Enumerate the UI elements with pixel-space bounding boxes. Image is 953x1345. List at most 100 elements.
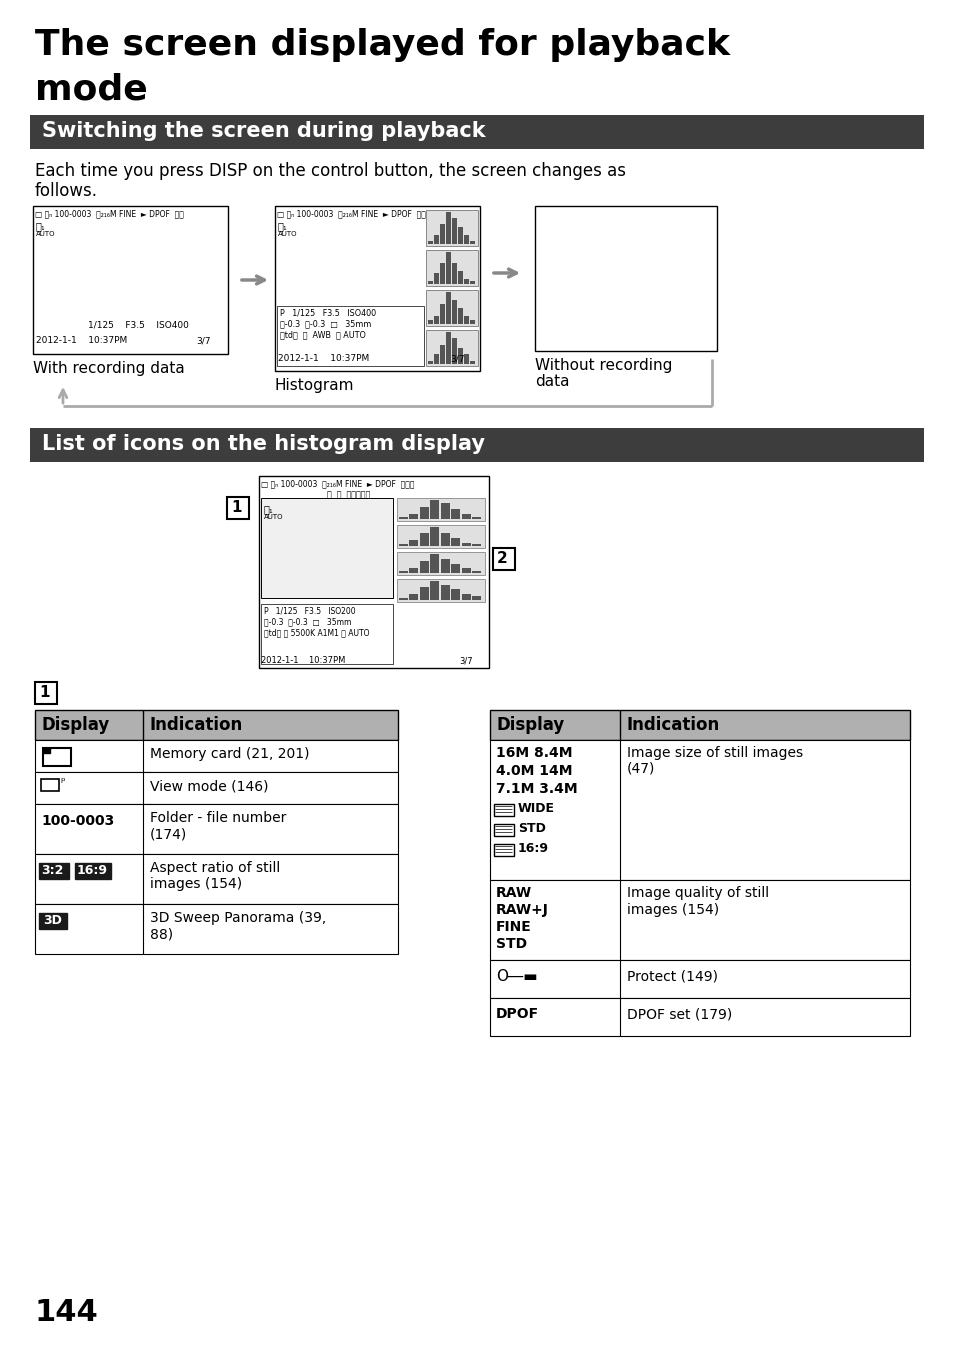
Text: 2012-1-1    10:37PM: 2012-1-1 10:37PM — [36, 336, 127, 346]
Bar — [461, 514, 471, 519]
Bar — [428, 281, 433, 284]
Text: Each time you press DISP on the control button, the screen changes as: Each time you press DISP on the control … — [35, 161, 625, 180]
Bar — [490, 960, 909, 998]
Text: 3/7: 3/7 — [450, 354, 464, 363]
Bar — [472, 570, 481, 573]
Bar — [35, 904, 397, 954]
Bar — [430, 581, 439, 600]
Text: STD: STD — [496, 937, 527, 951]
Bar — [35, 854, 397, 904]
Bar — [446, 252, 451, 284]
Bar — [274, 206, 479, 371]
Text: AUTO: AUTO — [36, 231, 55, 237]
Text: View mode (146): View mode (146) — [150, 779, 268, 794]
Bar — [451, 538, 460, 546]
Text: Image quality of still: Image quality of still — [626, 886, 768, 900]
Bar — [461, 568, 471, 573]
Bar — [261, 604, 393, 664]
Text: Switching the screen during playback: Switching the screen during playback — [42, 121, 485, 141]
Text: Protect (149): Protect (149) — [626, 968, 718, 983]
Text: (47): (47) — [626, 763, 655, 776]
Bar — [396, 551, 484, 576]
Text: □ Ⓓₙ 100-0003  Ⓓ₂₁₆M FINE  ► DPOF  ⒺⒺⒺ: □ Ⓓₙ 100-0003 Ⓓ₂₁₆M FINE ► DPOF ⒺⒺⒺ — [261, 479, 414, 488]
Bar — [470, 241, 475, 243]
Bar — [463, 235, 469, 243]
Text: images (154): images (154) — [626, 902, 719, 917]
Bar — [457, 308, 462, 324]
Text: P   1/125   F3.5   ISO200: P 1/125 F3.5 ISO200 — [264, 607, 355, 616]
Bar — [409, 593, 418, 600]
Bar — [426, 330, 477, 366]
Bar — [261, 498, 393, 599]
Bar — [452, 300, 456, 324]
Text: 3/7: 3/7 — [195, 336, 211, 346]
Text: 1: 1 — [231, 500, 241, 515]
Text: □ Ⓓₙ 100-0003  Ⓓ₂₁₆M FINE  ► DPOF  ⒺⒺ: □ Ⓓₙ 100-0003 Ⓓ₂₁₆M FINE ► DPOF ⒺⒺ — [276, 208, 425, 218]
Bar — [398, 599, 408, 600]
Text: RAW: RAW — [496, 886, 532, 900]
Bar — [463, 278, 469, 284]
Bar — [396, 498, 484, 521]
Text: Indication: Indication — [626, 716, 720, 734]
Bar — [457, 348, 462, 364]
Bar — [490, 740, 909, 880]
Text: Display: Display — [42, 716, 111, 734]
Bar — [428, 320, 433, 324]
Text: 2: 2 — [497, 551, 507, 566]
Text: ⓴-0.3  ⓴-0.3  □   35mm: ⓴-0.3 ⓴-0.3 □ 35mm — [264, 617, 351, 625]
Bar — [426, 250, 477, 286]
Bar — [396, 578, 484, 603]
Text: Ⓓ₁: Ⓓ₁ — [36, 221, 46, 231]
Bar — [434, 316, 438, 324]
Bar — [463, 354, 469, 364]
Bar — [452, 262, 456, 284]
Text: AUTO: AUTO — [264, 514, 283, 521]
Bar — [470, 281, 475, 284]
Bar — [419, 588, 429, 600]
Text: DPOF set (179): DPOF set (179) — [626, 1007, 732, 1021]
Text: Image size of still images: Image size of still images — [626, 746, 802, 760]
Text: □ Ⓓₙ 100-0003  Ⓓ₂₁₆M FINE  ► DPOF  ⒺⒺ: □ Ⓓₙ 100-0003 Ⓓ₂₁₆M FINE ► DPOF ⒺⒺ — [35, 208, 184, 218]
Bar — [440, 534, 450, 546]
Text: ⓸tdⓒ  ⓶  AWB  ⓾ AUTO: ⓸tdⓒ ⓶ AWB ⓾ AUTO — [280, 330, 366, 339]
Bar — [463, 316, 469, 324]
Bar — [451, 508, 460, 519]
Bar — [398, 570, 408, 573]
Bar — [426, 291, 477, 325]
Text: ᵖ: ᵖ — [60, 777, 65, 787]
Text: data: data — [535, 374, 569, 389]
Bar — [419, 534, 429, 546]
Bar — [30, 116, 923, 149]
Text: Without recording: Without recording — [535, 358, 672, 373]
Text: AUTO: AUTO — [277, 231, 297, 237]
Bar — [434, 273, 438, 284]
Text: P   1/125   F3.5   ISO400: P 1/125 F3.5 ISO400 — [280, 309, 375, 317]
Bar — [398, 545, 408, 546]
Bar — [494, 824, 514, 837]
Bar — [493, 547, 515, 570]
Text: With recording data: With recording data — [33, 360, 185, 377]
Text: 3/7: 3/7 — [458, 656, 472, 664]
Bar — [434, 354, 438, 364]
Text: WIDE: WIDE — [517, 802, 555, 815]
Bar — [430, 527, 439, 546]
Text: follows.: follows. — [35, 182, 98, 200]
Text: 144: 144 — [35, 1298, 99, 1328]
Text: DPOF: DPOF — [496, 1007, 538, 1021]
Bar — [419, 507, 429, 519]
Bar — [428, 241, 433, 243]
Bar — [490, 998, 909, 1036]
Text: 16:9: 16:9 — [77, 863, 108, 877]
Bar — [409, 539, 418, 546]
Text: ⓸tdⓒ ⓶ 5500K A1M1 ⓾ AUTO: ⓸tdⓒ ⓶ 5500K A1M1 ⓾ AUTO — [264, 628, 369, 638]
Bar — [439, 223, 445, 243]
Text: Aspect ratio of still
images (154): Aspect ratio of still images (154) — [150, 861, 280, 892]
Bar — [39, 863, 69, 880]
Bar — [33, 206, 228, 354]
Text: O―▬: O―▬ — [496, 968, 537, 985]
Bar — [398, 518, 408, 519]
Bar — [35, 710, 397, 740]
Bar — [470, 320, 475, 324]
Bar — [452, 218, 456, 243]
Text: 100-0003: 100-0003 — [41, 814, 114, 829]
